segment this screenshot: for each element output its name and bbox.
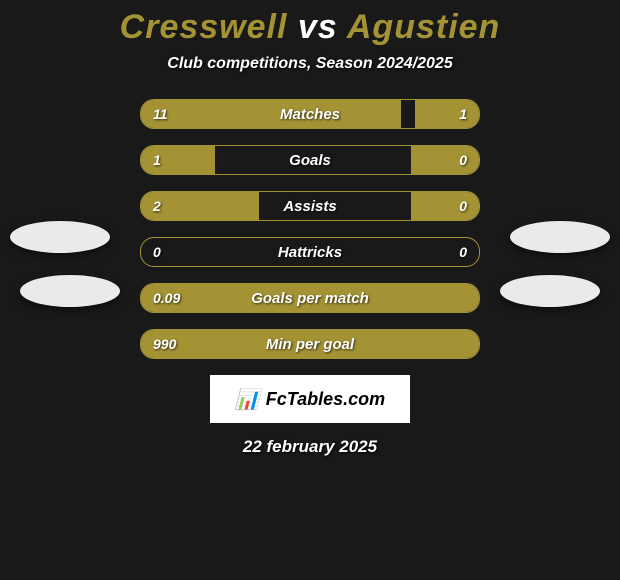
stat-bar-right [415, 100, 479, 128]
title-vs: vs [287, 8, 346, 46]
title-player1: Cresswell [120, 8, 288, 46]
stat-value-left: 0 [153, 238, 161, 266]
stat-row: 111Matches [140, 99, 480, 129]
player2-badge-bottom [500, 275, 600, 307]
page-title: Cresswell vs Agustien [0, 0, 620, 55]
stat-bar-right [411, 146, 479, 174]
stat-row: 0 0Hattricks [140, 237, 480, 267]
title-player2: Agustien [347, 8, 500, 46]
stat-row: 10Goals [140, 145, 480, 175]
stat-bar-left [141, 330, 479, 358]
stat-bar-left [141, 146, 215, 174]
source-logo: 📊 FcTables.com [210, 375, 410, 423]
stat-value-right: 0 [459, 238, 467, 266]
stat-bar-left [141, 100, 401, 128]
stat-row: 0.09Goals per match [140, 283, 480, 313]
player1-badge-top [10, 221, 110, 253]
date-label: 22 february 2025 [0, 437, 620, 457]
stat-row: 20Assists [140, 191, 480, 221]
stat-row: 990Min per goal [140, 329, 480, 359]
logo-text: FcTables.com [266, 389, 385, 410]
chart-icon: 📊 [235, 387, 260, 412]
player1-badge-bottom [20, 275, 120, 307]
comparison-stage: 111Matches 10Goals 20Assists 0 0Hattricks 0.0… [0, 99, 620, 359]
stat-bar-left [141, 284, 479, 312]
stat-rows: 111Matches 10Goals 20Assists 0 0Hattricks 0.0… [140, 99, 480, 359]
player2-badge-top [510, 221, 610, 253]
subtitle: Club competitions, Season 2024/2025 [0, 55, 620, 73]
stat-label: Hattricks [141, 238, 479, 266]
stat-bar-left [141, 192, 259, 220]
stat-bar-right [411, 192, 479, 220]
